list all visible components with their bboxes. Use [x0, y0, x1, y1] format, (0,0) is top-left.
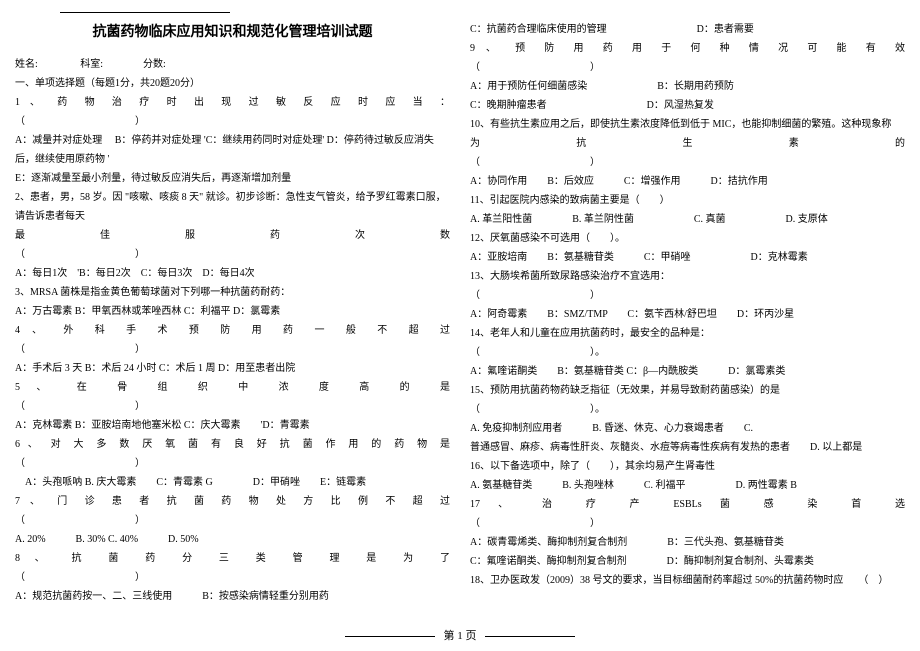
q1-line1: 1 、 药 物 治 疗 时 出 现 过 敏 反 应 时 应 当 ：	[15, 93, 450, 112]
q9-line1: 9 、 预 防 用 药 用 于 何 种 情 况 可 能 有 效	[470, 39, 905, 58]
q17-line1: 17 、 治 疗 产 ESBLs 菌 感 染 首 选	[470, 495, 905, 514]
q13-line2: （ ）	[470, 286, 905, 305]
left-column: 抗菌药物临床应用知识和规范化管理培训试题 姓名: 科室: 分数: 一、单项选择题…	[15, 20, 450, 606]
q11-opts: A. 革兰阳性菌 B. 革兰阴性菌 C. 真菌 D. 支原体	[470, 210, 905, 229]
q12: 12、厌氧菌感染不可选用（ ）。	[470, 229, 905, 248]
footer-rule-left	[345, 636, 435, 637]
q10-line3: （ ）	[470, 153, 905, 172]
q3-opts: A：万古霉素 B：甲氧西林或苯唑西林 C：利福平 D：氯霉素	[15, 302, 450, 321]
q8-line2: （ ）	[15, 568, 450, 587]
q4-opts: A：手术后 3 天 B：术后 24 小时 C：术后 1 周 D：用至患者出院	[15, 359, 450, 378]
q9-opts2: C：晚期肿瘤患者 D：风湿热复发	[470, 96, 905, 115]
q5-line2: （ ）	[15, 397, 450, 416]
q17-opts2: C：氟喹诺酮类、酶抑制剂复合制剂 D：酶抑制剂复合制剂、头霉素类	[470, 552, 905, 571]
q4-line2: （ ）	[15, 340, 450, 359]
q3: 3、MRSA 菌株是指金黄色葡萄球菌对下列哪一种抗菌药耐药：	[15, 283, 450, 302]
q13-line1: 13、大肠埃希菌所致尿路感染治疗不宜选用：	[470, 267, 905, 286]
q14-opts: A：氟喹诺酮类 B：氨基糖苷类 C：β—内酰胺类 D：氯霉素类	[470, 362, 905, 381]
q8-line1: 8 、 抗 菌 药 分 三 类 管 理 是 为 了	[15, 549, 450, 568]
q2-opts: A：每日1次 'B：每日2次 C：每日3次 D：每日4次	[15, 264, 450, 283]
q1-line2: （ ）	[15, 112, 450, 131]
q12-opts: A：亚胺培南 B：氨基糖苷类 C：甲硝唑 D：克林霉素	[470, 248, 905, 267]
meta-line: 姓名: 科室: 分数:	[15, 55, 450, 74]
q17-line2: （ ）	[470, 514, 905, 533]
q8-opts: A：规范抗菌药按一、二、三线使用 B：按感染病情轻重分别用药	[15, 587, 450, 606]
q10-line2: 为 抗 生 素 的	[470, 134, 905, 153]
q9-opts1: A：用于预防任何细菌感染 B：长期用药预防	[470, 77, 905, 96]
q17-opts1: A：碳青霉烯类、酶抑制剂复合制剂 B：三代头孢、氨基糖苷类	[470, 533, 905, 552]
q2-line3: （ ）	[15, 245, 450, 264]
section-header: 一、单项选择题（每题1分，共20题20分）	[15, 74, 450, 93]
q7-opts: A. 20% B. 30% C. 40% D. 50%	[15, 530, 450, 549]
q15-opts1: A. 免疫抑制剂应用者 B. 昏迷、休克、心力衰竭患者 C.	[470, 419, 905, 438]
page-number-footer: 第 1 页	[0, 627, 920, 643]
page-number: 第 1 页	[444, 630, 477, 642]
q5-line1: 5 、 在 骨 组 织 中 浓 度 高 的 是	[15, 378, 450, 397]
q6-line2: （ ）	[15, 454, 450, 473]
page-body: 抗菌药物临床应用知识和规范化管理培训试题 姓名: 科室: 分数: 一、单项选择题…	[0, 0, 920, 606]
q16: 16、以下备选项中，除了（ ），其余均易产生肾毒性	[470, 457, 905, 476]
q6-line1: 6 、 对 大 多 数 厌 氧 菌 有 良 好 抗 菌 作 用 的 药 物 是	[15, 435, 450, 454]
q1-opts-e: E：逐渐减量至最小剂量，待过敏反应消失后，再逐渐增加剂量	[15, 169, 450, 188]
q18: 18、卫办医政发（2009）38 号文的要求，当目标细菌耐药率超过 50%的抗菌…	[470, 571, 905, 590]
q15-line2: （ ）。	[470, 400, 905, 419]
q10-line1: 10、有些抗生素应用之后，即使抗生素浓度降低到低于 MIC，也能抑制细菌的繁殖。…	[470, 115, 905, 134]
q15-opts2: 普通感冒、麻疹、病毒性肝炎、灰髓炎、水痘等病毒性疾病有发热的患者 D. 以上都是	[470, 438, 905, 457]
q6-opts: A：头孢哌呐 B. 庆大霉素 C：青霉素 G D：甲硝唑 E：链霉素	[15, 473, 450, 492]
q9-line2: （ ）	[470, 58, 905, 77]
right-column: C：抗菌药合理临床使用的管理 D：患者需要 9 、 预 防 用 药 用 于 何 …	[470, 20, 905, 606]
q5-opts: A：克林霉素 B：亚胺培南地他塞米松 C：庆大霉素 'D：青霉素	[15, 416, 450, 435]
q13-opts: A：阿奇霉素 B：SMZ/TMP C：氨苄西林/舒巴坦 D：环丙沙星	[470, 305, 905, 324]
q16-opts: A. 氨基糖苷类 B. 头孢唑林 C. 利福平 D. 两性霉素 B	[470, 476, 905, 495]
q4-line1: 4 、 外 科 手 术 预 防 用 药 一 般 不 超 过	[15, 321, 450, 340]
top-rule	[60, 12, 230, 13]
q7-line2: （ ）	[15, 511, 450, 530]
q11: 11、引起医院内感染的致病菌主要是（ ）	[470, 191, 905, 210]
footer-rule-right	[485, 636, 575, 637]
q14-line2: （ ）。	[470, 343, 905, 362]
q10-opts: A：协同作用 B：后效应 C：增强作用 D：拮抗作用	[470, 172, 905, 191]
q14-line1: 14、老年人和儿童在应用抗菌药时，最安全的品种是：	[470, 324, 905, 343]
doc-title: 抗菌药物临床应用知识和规范化管理培训试题	[15, 20, 450, 47]
q7-line1: 7 、 门 诊 患 者 抗 菌 药 物 处 方 比 例 不 超 过	[15, 492, 450, 511]
q1-opts: A：减量并对症处理 B：停药并对症处理 'C：继续用药同时对症处理' D：停药待…	[15, 131, 450, 169]
q15-line1: 15、预防用抗菌药物药缺乏指征（无效果，并易导致耐药菌感染）的是	[470, 381, 905, 400]
q8-opts-c: C：抗菌药合理临床使用的管理 D：患者需要	[470, 20, 905, 39]
q2-line2: 最 佳 服 药 次 数	[15, 226, 450, 245]
q2-line1: 2、患者，男，58 岁。因 "咳嗽、咳痰 8 天" 就诊。初步诊断：急性支气管炎…	[15, 188, 450, 226]
